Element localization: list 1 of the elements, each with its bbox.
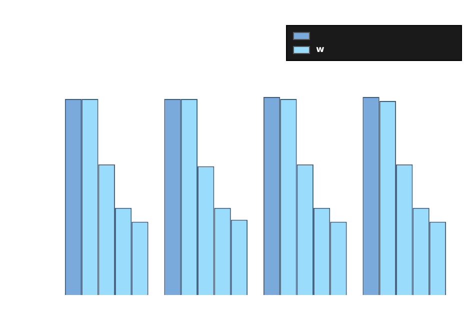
legend-label: w bbox=[316, 45, 324, 55]
